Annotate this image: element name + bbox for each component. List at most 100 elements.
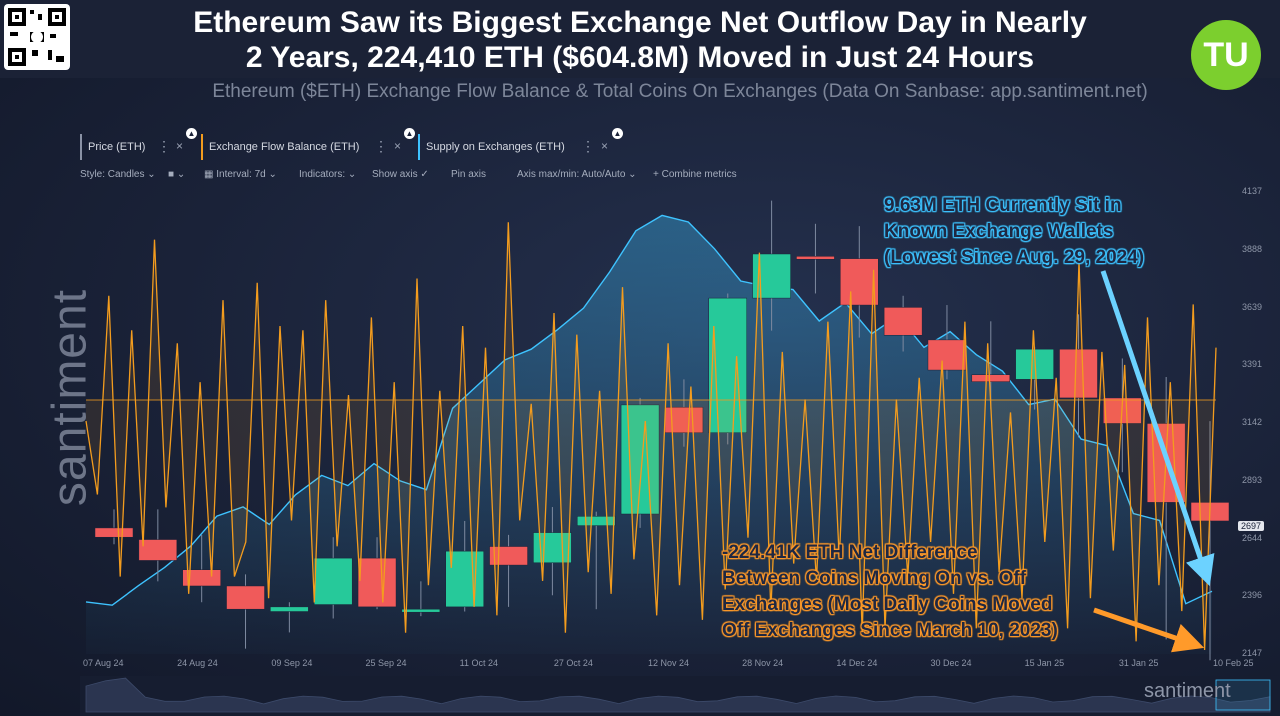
price-tick-label: 2147 <box>1242 648 1263 658</box>
candle-body <box>226 585 265 610</box>
annotation-line: Exchanges (Most Daily Coins Moved <box>722 594 1053 615</box>
header-bar <box>0 0 1280 78</box>
tab-menu-icon[interactable]: ⋮ <box>374 138 388 154</box>
qr-code-icon <box>4 4 70 70</box>
annotation-line: 9.63M ETH Currently Sit in <box>884 195 1122 216</box>
price-tick-label: 3639 <box>1242 301 1263 312</box>
interval-select[interactable]: ▦ Interval: 7d ⌄ <box>204 169 277 180</box>
tu-logo: TU <box>1191 20 1261 90</box>
candle <box>270 602 309 633</box>
combine-label: Combine metrics <box>661 169 737 180</box>
tab-menu-icon[interactable]: ⋮ <box>581 138 595 154</box>
time-tick-label: 25 Sep 24 <box>365 658 407 668</box>
candle <box>796 223 835 294</box>
time-tick-label: 28 Nov 24 <box>742 658 784 668</box>
candle-body <box>1059 348 1098 399</box>
price-tick-label: 4137 <box>1242 186 1263 196</box>
tab-menu-icon[interactable]: ⋮ <box>157 138 171 154</box>
candle-body <box>94 527 134 538</box>
candle <box>927 305 967 380</box>
time-tick-label: 31 Jan 25 <box>1118 658 1159 668</box>
style-label: Style: Candles <box>80 169 145 180</box>
flow-area-fill <box>86 222 1216 651</box>
candles-group <box>94 200 1230 661</box>
tab-supply-on-exchanges[interactable]: Supply on Exchanges (ETH) <box>418 134 565 160</box>
supply-annotation: 9.63M ETH Currently Sit in Known Exchang… <box>884 193 1144 271</box>
alert-icon[interactable]: ▲ <box>612 128 623 139</box>
candle <box>840 226 879 338</box>
style-select[interactable]: Style: Candles ⌄ <box>80 169 156 180</box>
show-axis-toggle[interactable]: Show axis ✓ <box>372 169 429 180</box>
alert-icon[interactable]: ▲ <box>404 128 415 139</box>
candle <box>1059 314 1098 438</box>
candle-body <box>576 516 616 526</box>
candle <box>94 509 134 545</box>
candle-body <box>270 606 309 612</box>
minimap-series <box>85 677 1271 713</box>
candle-body <box>401 608 441 613</box>
current-price-label: 2697 <box>1238 521 1265 531</box>
candle-body <box>620 404 660 515</box>
price-tick-label: 2644 <box>1242 532 1263 543</box>
candle <box>313 537 353 619</box>
tab-exchange-flow-balance[interactable]: Exchange Flow Balance (ETH) <box>201 134 359 160</box>
close-icon[interactable]: × <box>176 139 184 153</box>
supply-arrow <box>1100 270 1215 587</box>
chart-title-line-1: Ethereum Saw its Biggest Exchange Net Ou… <box>193 6 1087 39</box>
candle <box>401 581 441 617</box>
candle <box>576 511 616 610</box>
santiment-watermark-small: santiment <box>1144 680 1231 702</box>
candle-body <box>883 307 923 336</box>
close-icon[interactable]: × <box>601 139 609 153</box>
axis-minmax-select[interactable]: Axis max/min: Auto/Auto ⌄ <box>517 169 637 180</box>
candle-body <box>971 374 1011 382</box>
candle-body <box>138 539 178 561</box>
flow-annotation: -224.41K ETH Net Difference Between Coin… <box>722 540 1058 644</box>
candle-body <box>840 258 879 306</box>
flow-group <box>85 222 1217 651</box>
show-axis-label: Show axis <box>372 169 418 180</box>
candle <box>883 295 923 352</box>
time-tick-label: 11 Oct 24 <box>459 658 499 668</box>
close-icon[interactable]: × <box>394 139 402 153</box>
annotation-line: Off Exchanges Since March 10, 2023) <box>722 620 1058 641</box>
alert-icon[interactable]: ▲ <box>186 128 197 139</box>
tab-price-eth[interactable]: Price (ETH) <box>80 134 145 160</box>
price-tick-label: 2396 <box>1242 590 1263 601</box>
time-tick-label: 09 Sep 24 <box>271 658 313 668</box>
time-tick-label: 24 Aug 24 <box>177 658 218 668</box>
candle <box>357 537 397 610</box>
candle-body <box>796 256 835 260</box>
supply-line <box>85 214 1213 606</box>
flow-line <box>85 222 1217 651</box>
price-tick-label: 3888 <box>1242 243 1263 254</box>
minimap-selection <box>1215 679 1271 711</box>
tab-label: Exchange Flow Balance (ETH) <box>209 141 360 153</box>
minimap-group <box>80 676 1280 716</box>
candle <box>620 397 660 528</box>
annotation-line: Between Coins Moving On vs. Off <box>722 568 1027 589</box>
pin-axis-toggle[interactable]: Pin axis <box>451 169 486 180</box>
time-tick-label: 27 Oct 24 <box>553 658 593 668</box>
pin-axis-label: Pin axis <box>451 169 487 180</box>
price-tick-label: 2893 <box>1242 474 1263 485</box>
candle <box>226 574 265 649</box>
time-tick-label: 07 Aug 24 <box>83 658 124 668</box>
tab-label: Supply on Exchanges (ETH) <box>426 141 565 153</box>
time-tick-label: 10 Feb 25 <box>1213 658 1254 668</box>
indicators-select[interactable]: Indicators: ⌄ <box>299 169 357 180</box>
time-tick-label: 15 Jan 25 <box>1024 658 1065 668</box>
time-tick-label: 30 Dec 24 <box>930 658 972 668</box>
combine-metrics-button[interactable]: + Combine metrics <box>653 169 737 180</box>
chart-subtitle: Ethereum ($ETH) Exchange Flow Balance & … <box>212 81 1148 102</box>
indicators-label: Indicators: <box>299 169 346 180</box>
candle-body <box>927 339 967 371</box>
checkmark-icon: ✓ <box>420 169 429 180</box>
price-tick-label: 3391 <box>1242 359 1263 370</box>
time-tick-label: 12 Nov 24 <box>648 658 690 668</box>
chart-title-line-2: 2 Years, 224,410 ETH ($604.8M) Moved in … <box>245 41 1035 74</box>
axis-minmax-label: Axis max/min: Auto/Auto <box>517 169 626 180</box>
color-select[interactable]: ■ ⌄ <box>168 169 186 180</box>
